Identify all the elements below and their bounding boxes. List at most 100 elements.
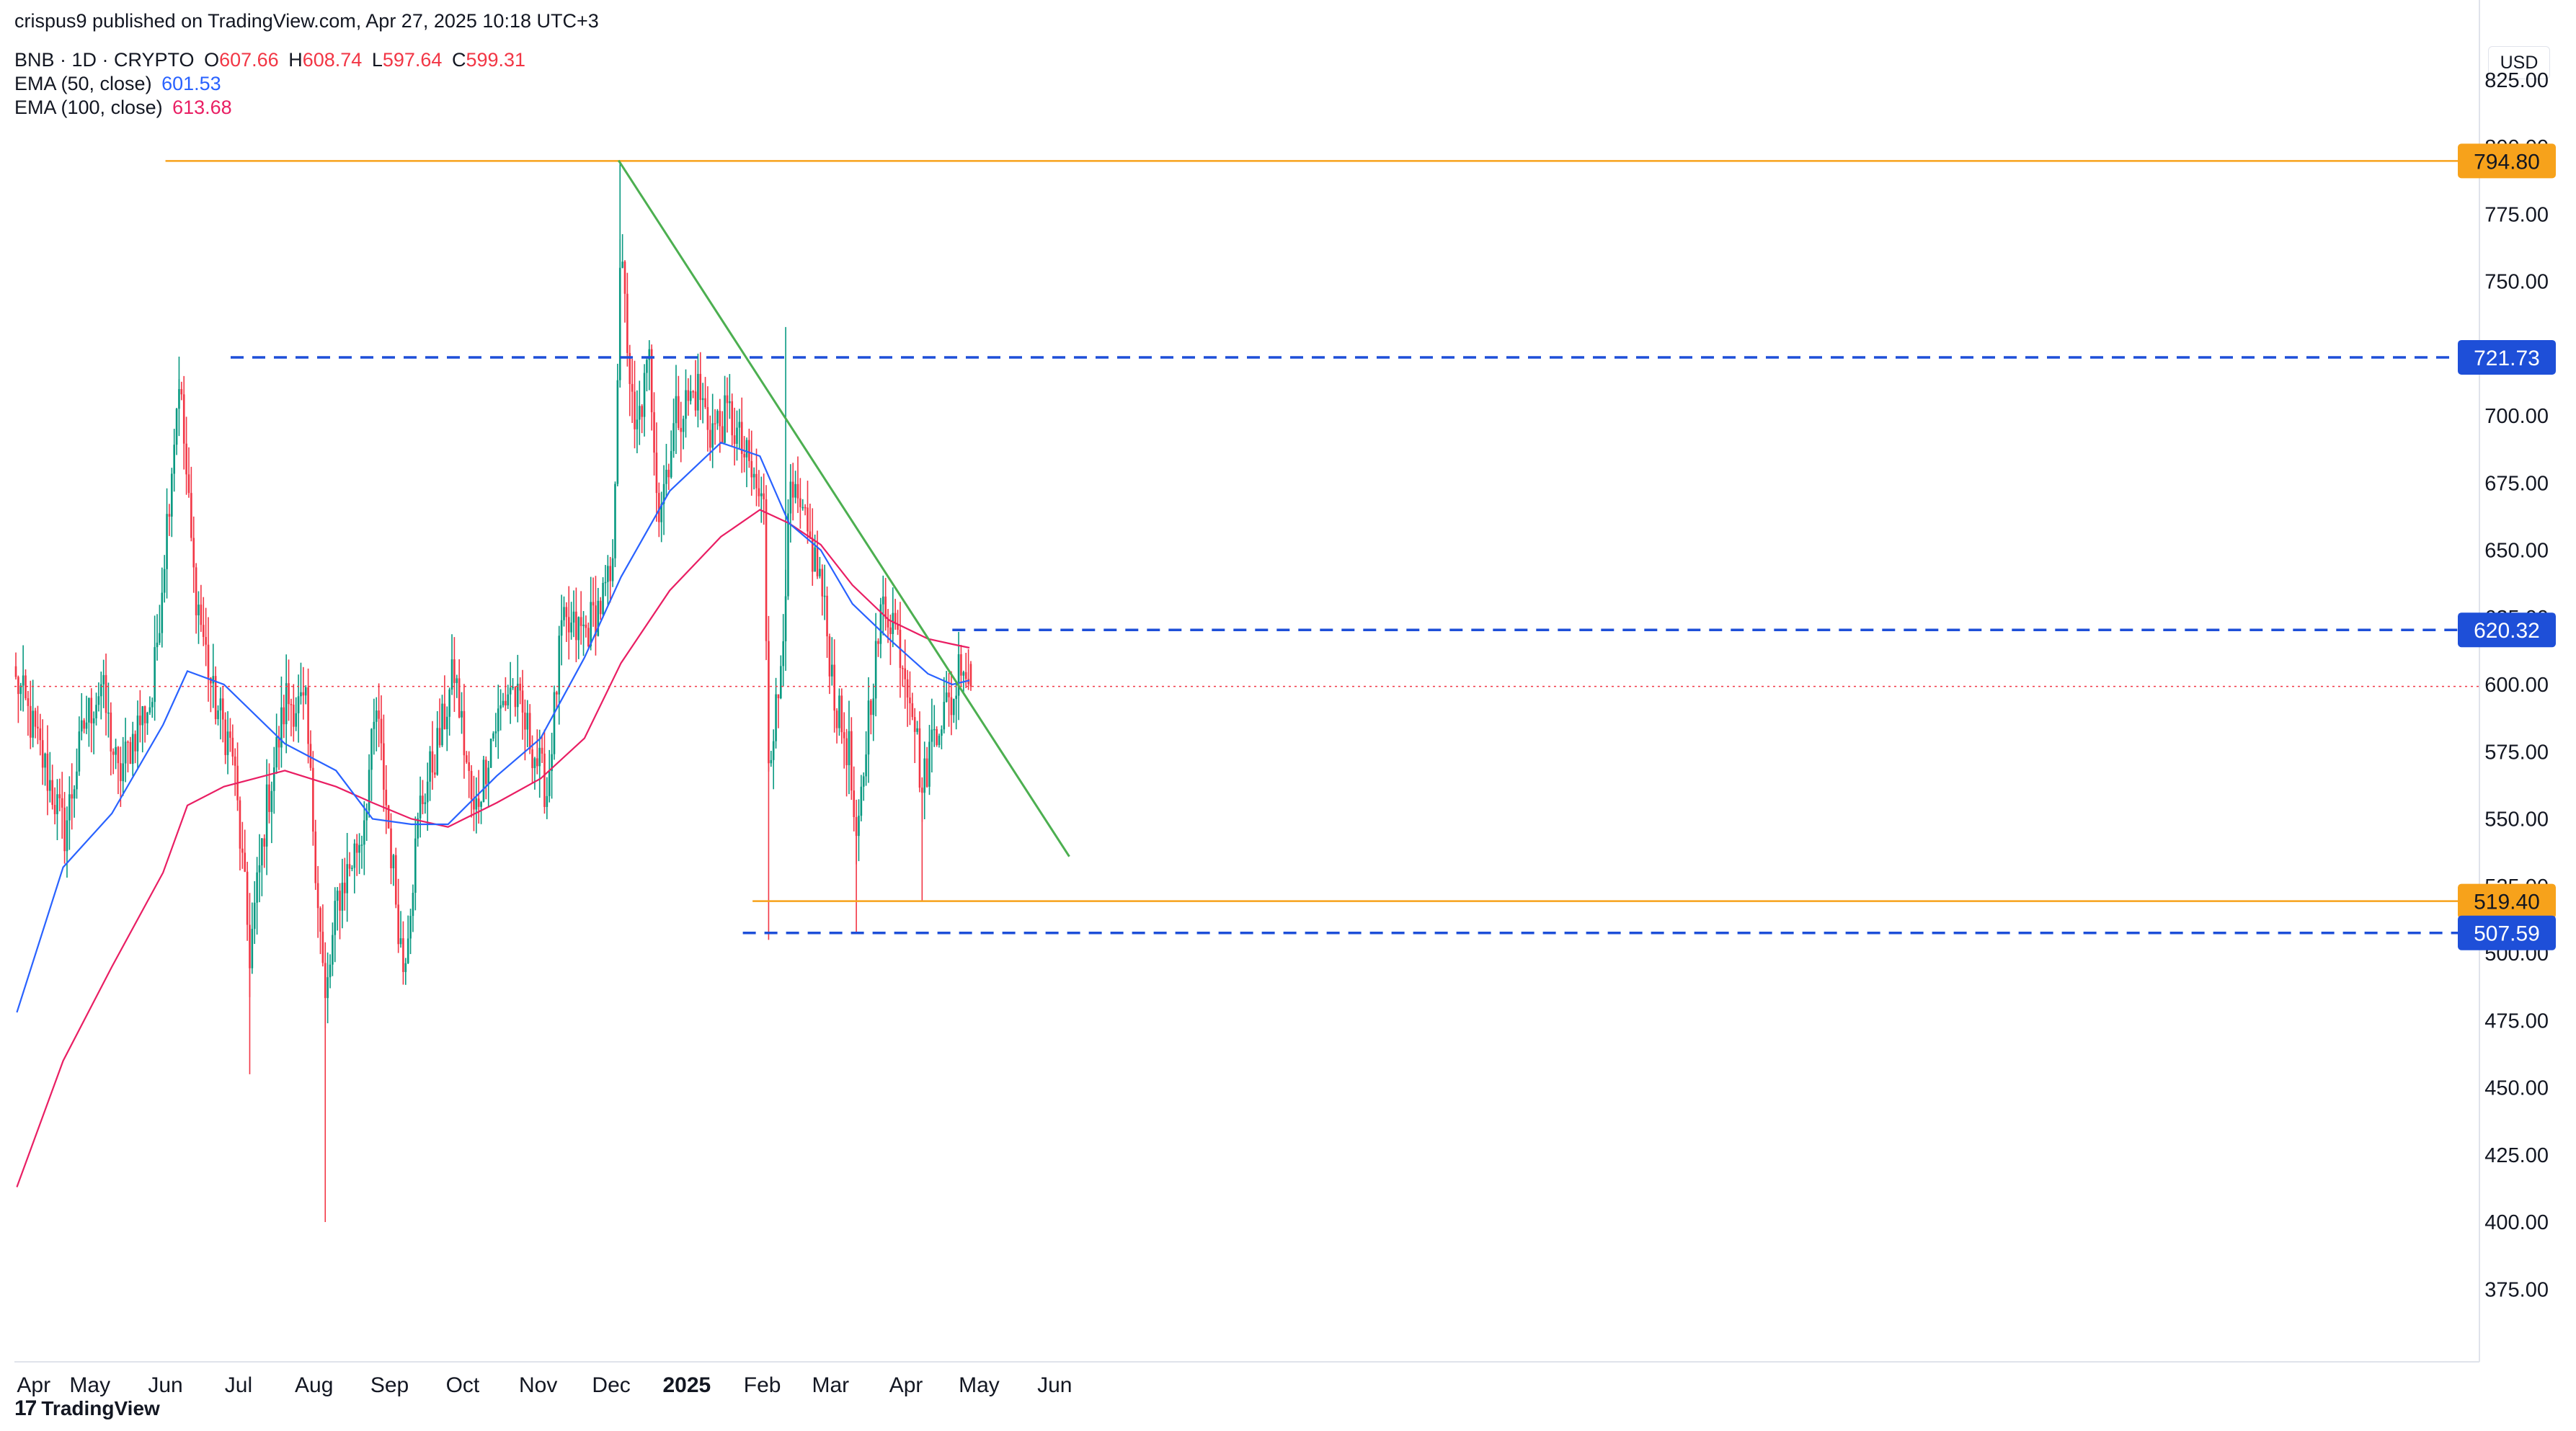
candle	[461, 692, 463, 734]
candle	[88, 697, 90, 747]
y-tick-label: 700.00	[2484, 405, 2549, 428]
candle	[295, 697, 297, 731]
candle-body	[521, 690, 524, 713]
candle	[777, 694, 780, 728]
candle	[860, 775, 863, 821]
candle	[480, 801, 482, 824]
candle	[660, 491, 662, 543]
candle-body	[46, 753, 49, 791]
candle	[32, 679, 34, 748]
candle-body	[855, 817, 858, 837]
x-tick-label: Jun	[1037, 1373, 1072, 1397]
open-value: 607.66	[219, 49, 279, 71]
candle-body	[865, 754, 867, 777]
candle-body	[936, 728, 938, 745]
candle-body	[928, 741, 931, 787]
candle	[826, 587, 828, 659]
candle-body	[726, 395, 729, 404]
candle-body	[58, 794, 61, 798]
candle	[499, 689, 502, 731]
candle-body	[404, 963, 407, 973]
currency-button[interactable]: USD	[2488, 46, 2550, 79]
candle-body	[122, 763, 125, 782]
candle	[61, 772, 63, 839]
candle	[780, 655, 782, 700]
candle	[689, 375, 692, 405]
candle	[638, 380, 641, 445]
candle-body	[811, 538, 814, 572]
tradingview-footer[interactable]: 17 TradingView	[14, 1396, 160, 1421]
price-badge-text: 721.73	[2474, 347, 2540, 370]
candle-body	[78, 731, 81, 772]
candle	[918, 711, 921, 793]
candle	[772, 729, 775, 790]
candle-body	[680, 427, 683, 432]
candle-body	[63, 807, 66, 852]
candle-body	[387, 805, 390, 829]
ema100-line	[16, 509, 970, 1187]
candle-body	[729, 401, 731, 404]
x-tick-label: Apr	[17, 1373, 50, 1397]
candle	[865, 731, 867, 786]
candle-body	[370, 728, 373, 770]
candle-body	[597, 600, 600, 636]
candle-body	[701, 398, 704, 401]
candle	[134, 730, 136, 764]
candle	[390, 813, 392, 885]
candle	[567, 586, 570, 660]
candle	[58, 778, 61, 811]
candle-body	[192, 538, 195, 568]
candle-body	[353, 843, 356, 868]
candle-body	[556, 692, 558, 695]
candle	[412, 884, 414, 932]
candle	[482, 756, 485, 803]
candle-body	[570, 623, 572, 633]
candle-body	[17, 677, 19, 695]
candle-body	[621, 262, 623, 268]
candle	[650, 344, 653, 431]
candle	[556, 690, 558, 710]
ema100-label: EMA (100, close)	[14, 97, 163, 118]
candle	[143, 705, 146, 743]
price-badge-text: 794.80	[2474, 150, 2540, 174]
candle-body	[916, 728, 918, 732]
candle-body	[599, 600, 602, 615]
candle-body	[607, 566, 609, 582]
candle-body	[27, 698, 30, 706]
candle	[641, 404, 643, 434]
candle	[360, 835, 363, 869]
candle-body	[329, 964, 332, 978]
candle	[166, 488, 168, 599]
candle	[590, 576, 592, 651]
candle	[604, 565, 607, 597]
candle-body	[904, 668, 906, 679]
candle	[828, 633, 831, 695]
candle	[653, 392, 655, 476]
y-tick-label: 550.00	[2484, 808, 2549, 832]
candle	[441, 695, 443, 747]
candle	[473, 775, 475, 832]
candle-body	[585, 624, 587, 628]
candle	[945, 671, 948, 703]
candle	[872, 683, 875, 741]
candle	[843, 712, 845, 769]
badge-507: 507.59	[2458, 915, 2556, 950]
symbol-label: BNB · 1D · CRYPTO	[14, 49, 195, 71]
candle	[244, 829, 247, 873]
candle-body	[485, 759, 487, 785]
candle	[131, 721, 134, 777]
symbol-ohlc-legend: BNB · 1D · CRYPTO O607.66 H608.74 L597.6…	[14, 49, 530, 71]
candle	[884, 578, 887, 631]
candle	[53, 787, 56, 825]
high-value: 608.74	[302, 49, 363, 71]
candle	[794, 471, 796, 504]
x-tick-label: Apr	[889, 1373, 923, 1397]
candle-body	[319, 908, 321, 932]
candle-body	[412, 893, 414, 917]
candle	[763, 473, 765, 525]
candle	[928, 725, 931, 795]
candle	[541, 735, 543, 763]
candle	[714, 409, 716, 445]
candle	[63, 792, 66, 864]
